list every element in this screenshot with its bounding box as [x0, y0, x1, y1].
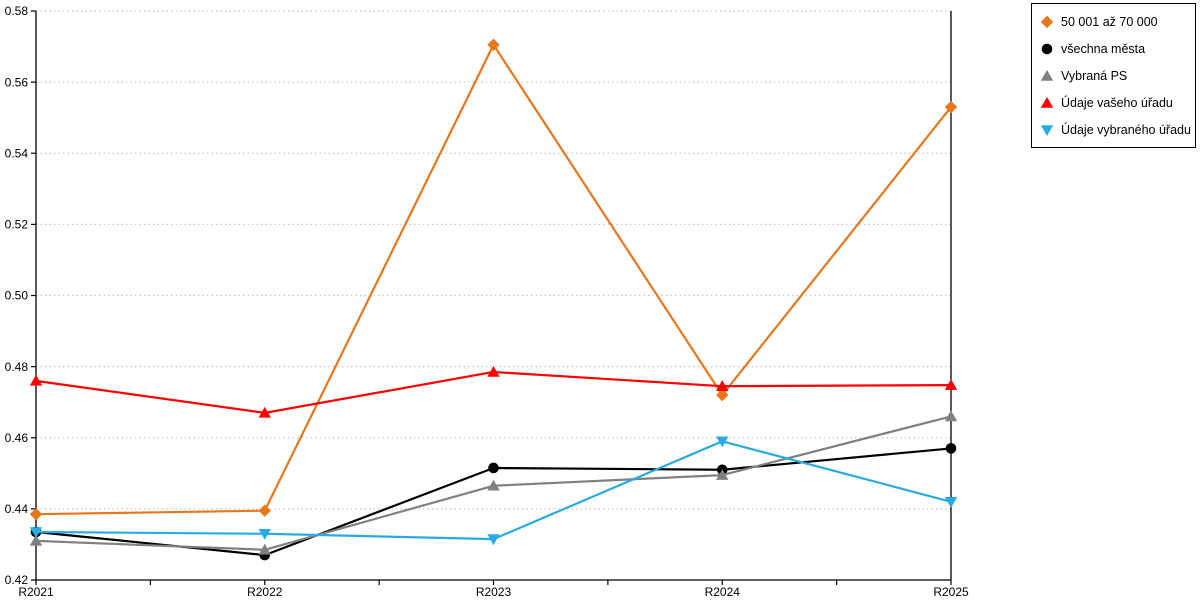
y-tick-label: 0.44 [5, 502, 29, 516]
triangle-down-icon [1040, 124, 1054, 136]
y-tick-label: 0.52 [5, 218, 29, 232]
diamond-icon [1040, 15, 1054, 28]
line-chart-plot: 0.42 0.44 0.46 0.48 0.50 0.52 0.54 0.56 0.58 R202… [5, 4, 969, 599]
triangle-up-marker [29, 374, 43, 386]
diamond-marker [1040, 15, 1054, 28]
y-tick-label: 0.58 [5, 4, 29, 18]
triangle-up-marker [716, 380, 729, 391]
legend-label: Údaje vašeho úřadu [1061, 95, 1173, 110]
triangle-down-marker [1040, 124, 1054, 136]
y-tick-label: 0.42 [5, 573, 29, 587]
x-tick-label: R2022 [247, 585, 283, 599]
triangle-down-marker [29, 527, 43, 538]
legend-item: Údaje vašeho úřadu [1040, 96, 1195, 110]
series-line [34, 43, 953, 516]
diamond-marker [29, 508, 43, 521]
triangle-up-marker [716, 469, 729, 480]
circle-marker [488, 462, 499, 474]
legend-item: všechna města [1040, 42, 1195, 56]
series-2 [29, 410, 958, 555]
series-line [34, 370, 953, 414]
circle-marker [1041, 43, 1053, 54]
triangle-up-marker [944, 379, 958, 390]
y-tick-label: 0.46 [5, 431, 29, 445]
legend-item: 50 001 až 70 000 [1040, 15, 1195, 29]
triangle-up-marker [258, 543, 271, 555]
series-3 [29, 365, 958, 418]
triangle-down-marker [716, 436, 729, 448]
legend-item: Vybraná PS [1040, 69, 1195, 83]
triangle-up-marker [258, 406, 271, 418]
x-tick-label: R2024 [705, 585, 741, 599]
triangle-up-marker [1040, 69, 1054, 81]
y-tick-label: 0.50 [5, 289, 29, 303]
y-tick-label: 0.48 [5, 360, 29, 374]
triangle-up-marker [944, 410, 958, 422]
triangle-down-marker [258, 528, 271, 540]
series-4 [29, 436, 958, 546]
triangle-up-marker [487, 365, 500, 377]
y-tick-label: 0.54 [5, 146, 29, 160]
triangle-up-marker [1040, 96, 1054, 108]
legend-label: 50 001 až 70 000 [1061, 14, 1158, 29]
legend-item: Údaje vybraného úřadu [1040, 123, 1195, 137]
x-tick-label: R2025 [933, 585, 969, 599]
x-tick-label: R2021 [18, 585, 54, 599]
triangle-up-icon [1040, 96, 1054, 108]
triangle-up-icon [1040, 69, 1054, 81]
circle-marker [945, 443, 957, 454]
diamond-marker [487, 38, 500, 51]
triangle-down-marker [944, 496, 958, 508]
triangle-down-marker [487, 534, 500, 546]
diamond-marker [716, 388, 729, 402]
legend-label: všechna města [1061, 41, 1146, 56]
x-tick-label: R2023 [476, 585, 512, 599]
y-tick-label: 0.56 [5, 75, 29, 89]
legend-label: Údaje vybraného úřadu [1061, 122, 1191, 137]
diamond-marker [258, 504, 271, 517]
triangle-up-marker [487, 479, 500, 491]
triangle-up-marker [29, 534, 43, 546]
chart-legend: 50 001 až 70 000 všechna města Vybraná PS Ú… [1031, 3, 1196, 148]
legend-label: Vybraná PS [1061, 68, 1128, 83]
series-0 [29, 38, 958, 521]
circle-icon [1041, 43, 1053, 54]
diamond-marker [944, 100, 958, 114]
